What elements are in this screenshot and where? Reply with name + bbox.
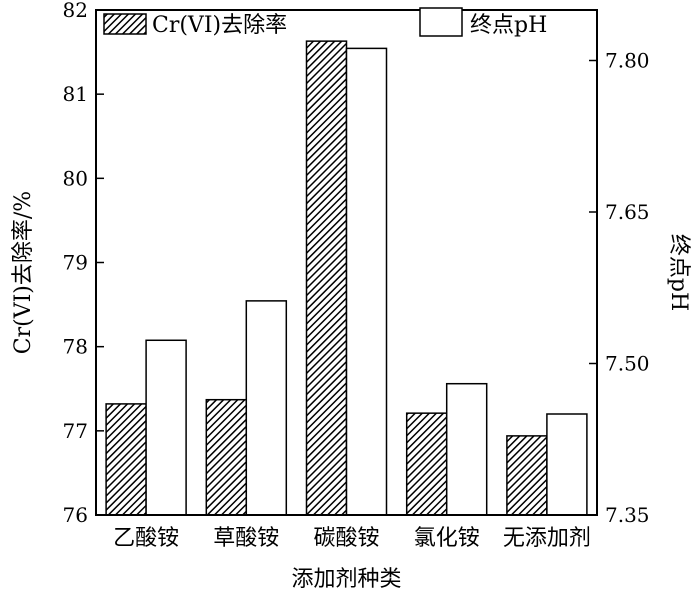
legend-swatch-removal-rate (103, 13, 147, 35)
bar-removal-rate-1 (205, 398, 248, 516)
category-label-0: 乙酸铵 (113, 526, 179, 551)
bar-final-ph-3 (445, 382, 488, 516)
right-tick-label-0: 7.35 (605, 503, 650, 527)
category-label-2: 碳酸铵 (313, 526, 379, 551)
right-tick-label-2: 7.65 (605, 200, 650, 224)
legend-label-removal-rate: Cr(VI)去除率 (152, 13, 287, 38)
right-axis-ticks: 7.35 7.50 7.65 7.80 (589, 49, 650, 527)
bar-removal-rate-3 (405, 412, 448, 516)
left-tick-label-6: 82 (63, 0, 88, 22)
left-axis-ticks: 76 77 78 79 80 81 82 (63, 0, 104, 527)
legend-label-final-ph: 终点pH (470, 13, 547, 38)
left-tick-label-1: 77 (63, 419, 88, 443)
left-tick-label-3: 79 (63, 251, 88, 275)
bar-final-ph-2 (345, 47, 388, 516)
right-tick-label-1: 7.50 (605, 352, 650, 376)
right-tick-label-3: 7.80 (605, 49, 650, 73)
left-tick-label-5: 81 (63, 82, 88, 106)
category-label-3: 氯化铵 (414, 526, 480, 551)
legend-swatch-final-ph (419, 7, 463, 37)
bar-final-ph-4 (546, 413, 588, 516)
bar-removal-rate-2 (305, 40, 348, 516)
left-tick-label-2: 78 (63, 335, 88, 359)
bars-layer (105, 40, 588, 516)
category-label-1: 草酸铵 (213, 526, 279, 551)
left-tick-label-4: 80 (63, 166, 88, 190)
category-labels: 乙酸铵 草酸铵 碳酸铵 氯化铵 无添加剂 (113, 526, 591, 551)
left-tick-label-0: 76 (63, 503, 88, 527)
bar-removal-rate-0 (105, 403, 147, 516)
x-axis-title: 添加剂种类 (291, 567, 401, 592)
bar-final-ph-1 (245, 300, 288, 516)
bar-final-ph-0 (145, 339, 187, 516)
legend: Cr(VI)去除率 终点pH (103, 7, 547, 38)
left-axis-title: Cr(VI)去除率/% (11, 191, 36, 354)
right-axis-title: 终点pH (666, 234, 691, 311)
bar-removal-rate-4 (506, 435, 548, 516)
category-label-4: 无添加剂 (503, 526, 591, 551)
